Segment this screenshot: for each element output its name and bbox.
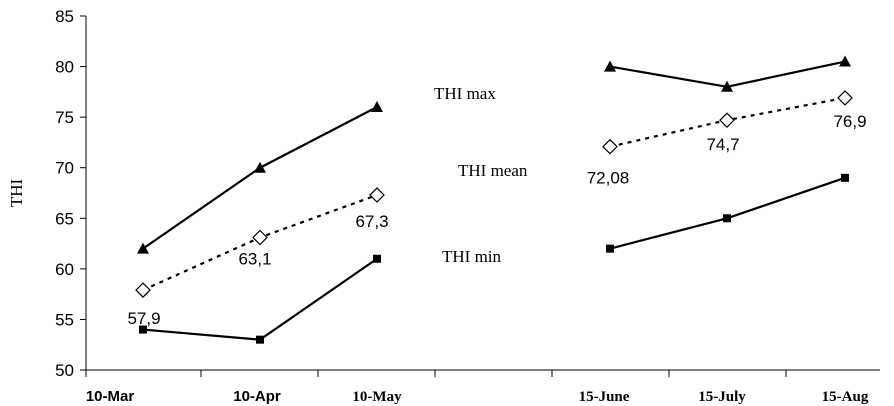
series-thi-mean [135, 90, 853, 298]
square-marker [723, 214, 731, 223]
diamond-marker [135, 282, 151, 298]
axes [85, 16, 880, 371]
data-label: 57,9 [127, 309, 160, 328]
y-tick-label: 75 [55, 108, 74, 127]
square-marker [841, 173, 849, 182]
triangle-marker [721, 80, 733, 92]
triangle-marker [137, 242, 149, 254]
triangle-marker [254, 161, 266, 173]
y-tick-label: 85 [55, 7, 74, 26]
data-label: 63,1 [238, 250, 271, 269]
x-tick-label: 15-Aug [822, 389, 869, 405]
series-thi-max [137, 55, 851, 254]
series-line-segment [609, 176, 846, 250]
square-marker [256, 335, 264, 344]
x-tick-label: 10-Mar [86, 388, 135, 405]
y-tick-label: 70 [55, 159, 74, 178]
mean-data-labels: 57,9 63,1 67,3 72,08 74,7 76,9 [127, 112, 866, 328]
x-tick-label: 15-June [579, 389, 630, 405]
series-label-thi-mean: THI mean [458, 161, 528, 180]
square-marker [606, 244, 614, 253]
data-label: 67,3 [355, 212, 388, 231]
series-line-segment [142, 106, 378, 250]
series-layer: 57,9 63,1 67,3 72,08 74,7 76,9 [127, 55, 867, 344]
square-marker [373, 254, 381, 263]
diamond-marker [719, 112, 735, 129]
series-thi-min [139, 173, 849, 344]
y-tick-label: 65 [55, 209, 74, 228]
square-marker [139, 325, 147, 334]
diamond-marker [837, 90, 853, 106]
y-tick-label: 60 [55, 260, 74, 279]
diamond-marker [369, 187, 385, 203]
data-label: 72,08 [587, 169, 630, 188]
triangle-marker [604, 60, 616, 72]
y-axis-label: THI [7, 179, 26, 208]
series-label-thi-min: THI min [442, 247, 502, 266]
data-label: 74,7 [706, 135, 739, 154]
diamond-marker [602, 138, 618, 155]
series-line-segment [142, 257, 378, 341]
y-tick-label: 50 [55, 361, 74, 380]
triangle-marker [839, 55, 851, 67]
x-tick-label: 10-May [352, 389, 402, 405]
x-tick-label: 15-July [698, 389, 746, 405]
triangle-marker [371, 101, 383, 113]
y-ticks: 50 55 60 65 70 75 80 85 [55, 7, 86, 380]
diamond-marker [252, 229, 268, 246]
x-ticks: 10-Mar 10-Apr 10-May 15-June 15-July 15-Aug [85, 370, 869, 405]
y-tick-label: 80 [55, 58, 74, 77]
x-tick-label: 10-Apr [233, 388, 281, 405]
data-label: 76,9 [833, 112, 866, 131]
series-label-thi-max: THI max [434, 84, 496, 103]
label-layer: THI THI max THI mean THI min [7, 84, 528, 266]
y-tick-label: 55 [55, 310, 74, 329]
